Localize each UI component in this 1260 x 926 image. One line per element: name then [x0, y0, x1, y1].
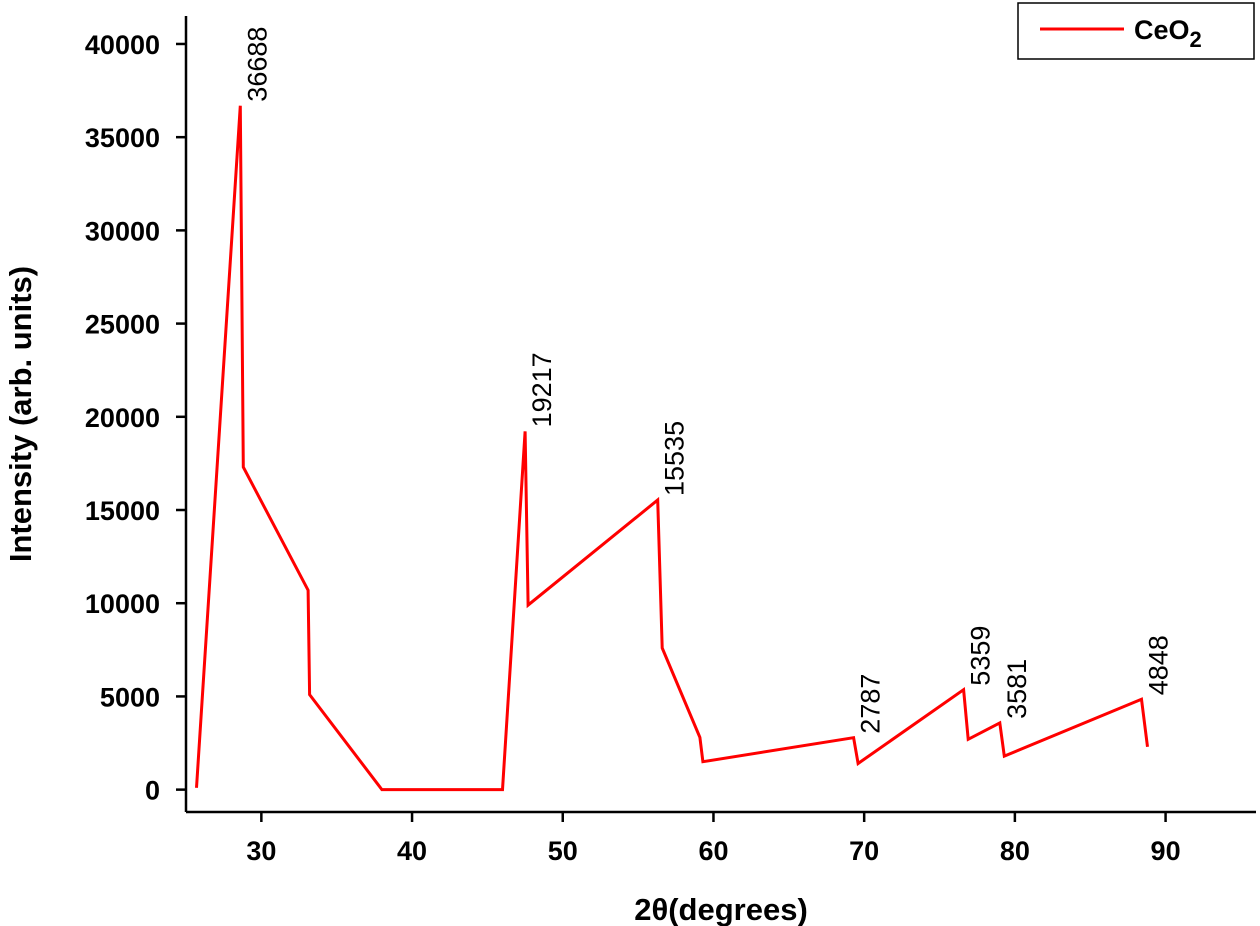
y-tick-label: 15000	[85, 496, 160, 526]
y-axis-title: Intensity (arb. units)	[3, 266, 38, 562]
y-tick-label: 30000	[85, 216, 160, 246]
legend-box	[1017, 2, 1255, 60]
y-tick-label: 35000	[85, 123, 160, 153]
legend-label-ceo2: CeO2	[1134, 15, 1202, 52]
y-tick-label: 0	[145, 776, 160, 806]
x-tick-label: 60	[698, 836, 728, 866]
peak-label: 4848	[1144, 635, 1174, 695]
y-tick-label: 5000	[100, 682, 160, 712]
x-tick-label: 90	[1151, 836, 1181, 866]
peak-label: 36688	[242, 27, 272, 102]
x-tick-label: 30	[246, 836, 276, 866]
plot-area	[184, 16, 1256, 814]
peak-label: 5359	[966, 626, 996, 686]
series-line-ceo2	[195, 105, 1149, 792]
y-tick-label: 40000	[85, 30, 160, 60]
series-layer	[195, 105, 1149, 792]
x-axis-title: 2θ(degrees)	[634, 892, 808, 926]
x-axis-ticks: 30 40 50 60 70 80 90	[246, 812, 1181, 866]
y-tick-label: 10000	[85, 589, 160, 619]
peak-label: 2787	[856, 674, 886, 734]
x-tick-label: 80	[1000, 836, 1030, 866]
peak-label: 3581	[1002, 659, 1032, 719]
y-tick-label: 20000	[85, 403, 160, 433]
legend: CeO2	[1017, 2, 1255, 60]
x-tick-label: 50	[548, 836, 578, 866]
x-tick-label: 70	[849, 836, 879, 866]
y-axis-ticks: 0 5000 10000 15000 20000 25000 30000 35000 40000	[85, 30, 186, 806]
y-tick-label: 25000	[85, 310, 160, 340]
legend-label-subscript: 2	[1190, 27, 1202, 52]
peak-label: 19217	[527, 352, 557, 427]
legend-label-base: CeO	[1134, 15, 1190, 45]
x-tick-label: 40	[397, 836, 427, 866]
peak-label: 15535	[660, 421, 690, 496]
